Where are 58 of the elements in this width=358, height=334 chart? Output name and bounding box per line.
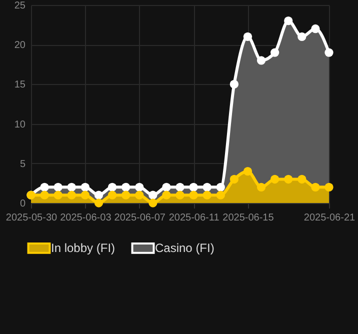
point bbox=[54, 190, 62, 200]
y-tick-label: 10 bbox=[14, 119, 26, 130]
point bbox=[162, 182, 171, 192]
point bbox=[202, 190, 212, 200]
x-tick-label: 2025-06-11 bbox=[168, 212, 220, 224]
x-tick-label: 2025-06-15 bbox=[222, 212, 274, 224]
point bbox=[162, 190, 171, 200]
point bbox=[298, 174, 306, 184]
point bbox=[108, 190, 117, 200]
point bbox=[256, 182, 266, 192]
point bbox=[176, 182, 184, 192]
y-tick-label: 5 bbox=[20, 158, 26, 170]
x-tick-label: 2025-06-07 bbox=[114, 212, 166, 224]
point bbox=[324, 48, 334, 57]
point bbox=[270, 174, 280, 184]
point bbox=[108, 182, 117, 192]
point bbox=[324, 182, 334, 192]
x-tick-label: 2025-06-03 bbox=[60, 212, 112, 224]
point bbox=[121, 190, 130, 200]
point bbox=[176, 190, 184, 200]
point bbox=[311, 182, 320, 192]
point bbox=[80, 190, 90, 200]
point bbox=[121, 182, 130, 192]
point bbox=[202, 182, 212, 192]
point bbox=[284, 16, 293, 26]
point bbox=[311, 24, 320, 34]
point bbox=[216, 182, 225, 192]
point bbox=[230, 80, 239, 89]
point bbox=[256, 56, 266, 65]
point bbox=[54, 182, 62, 192]
legend-label: Casino (FI) bbox=[155, 241, 214, 256]
y-tick-label: 0 bbox=[20, 198, 26, 210]
point bbox=[243, 167, 252, 176]
legend-label: In lobby (FI) bbox=[51, 241, 116, 256]
point bbox=[94, 198, 104, 208]
y-tick-label: 15 bbox=[14, 80, 26, 91]
point bbox=[67, 182, 76, 192]
point bbox=[135, 182, 144, 192]
point bbox=[94, 190, 104, 200]
point bbox=[67, 190, 76, 200]
point bbox=[298, 32, 306, 41]
point bbox=[40, 190, 49, 200]
x-tick-label: 2025-06-21 bbox=[304, 212, 356, 224]
point bbox=[284, 174, 293, 184]
point bbox=[230, 174, 239, 184]
y-tick-label: 20 bbox=[14, 40, 26, 52]
point bbox=[216, 190, 225, 200]
point bbox=[80, 182, 90, 192]
point bbox=[189, 190, 198, 200]
y-tick-label: 25 bbox=[14, 0, 26, 12]
point bbox=[40, 182, 49, 192]
point bbox=[135, 190, 144, 200]
point bbox=[148, 190, 158, 200]
x-tick-label: 2025-05-30 bbox=[6, 212, 58, 224]
point bbox=[243, 32, 252, 41]
point bbox=[189, 182, 198, 192]
point bbox=[270, 48, 280, 57]
point bbox=[148, 198, 158, 208]
